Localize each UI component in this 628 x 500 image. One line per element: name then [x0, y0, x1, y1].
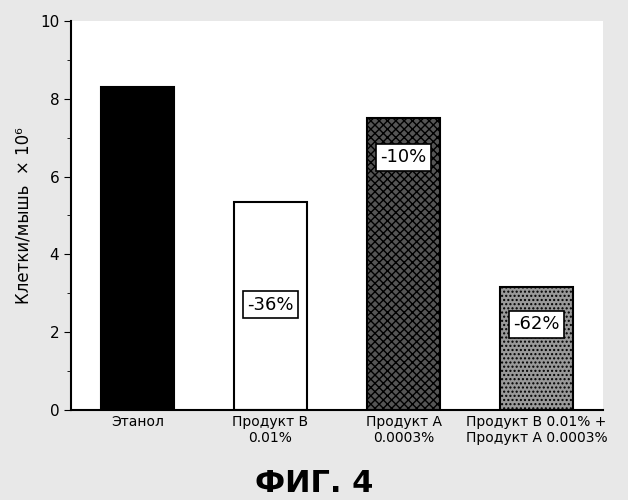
Text: ФИГ. 4: ФИГ. 4 [255, 468, 373, 498]
Bar [367, 118, 440, 410]
Bar [234, 202, 307, 410]
Text: -36%: -36% [247, 296, 294, 314]
Y-axis label: Клетки/мышь  × 10⁶: Клетки/мышь × 10⁶ [15, 127, 33, 304]
Text: -62%: -62% [513, 316, 560, 334]
Bar [500, 288, 573, 410]
Bar [101, 87, 174, 410]
Text: -10%: -10% [381, 148, 426, 166]
